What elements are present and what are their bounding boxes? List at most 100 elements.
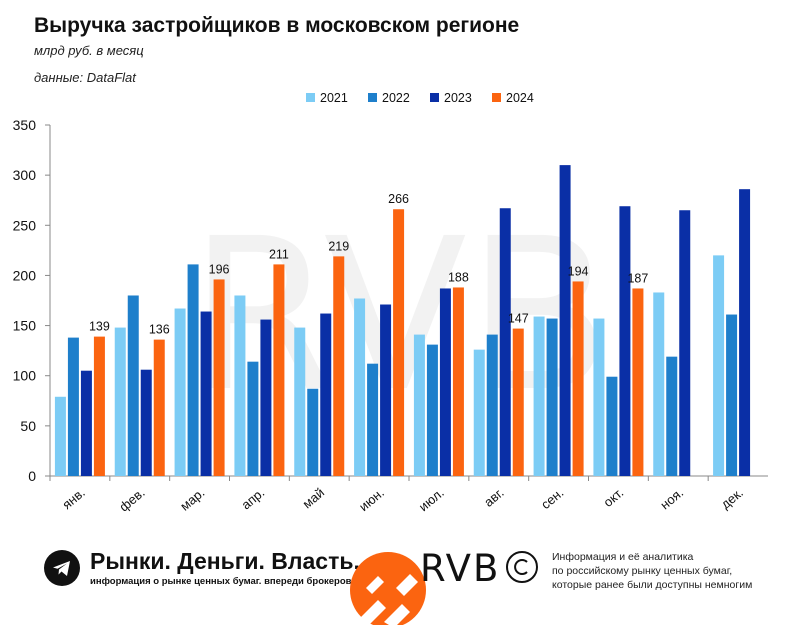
bar-2023	[320, 313, 332, 476]
bar-2024	[512, 328, 524, 476]
bar-2022	[606, 376, 618, 476]
legend-swatch	[306, 93, 315, 102]
x-tick-label: сен.	[538, 485, 566, 512]
footer-info-line: Информация и её аналитика	[552, 551, 694, 563]
bar-2023	[499, 208, 511, 476]
y-tick-label: 50	[20, 418, 36, 434]
y-tick-label: 150	[13, 318, 37, 334]
bar-2023	[559, 165, 571, 476]
legend-label: 2023	[444, 91, 472, 105]
bar-2023	[140, 369, 152, 476]
legend-swatch	[492, 93, 501, 102]
bar-2022	[67, 337, 79, 476]
data-label: 196	[209, 262, 230, 276]
brand-name: Рынки. Деньги. Власть.	[90, 548, 360, 574]
footer-info: Информация и её аналитика по российскому…	[552, 550, 792, 592]
bar-2021	[234, 295, 246, 476]
bar-2022	[546, 318, 558, 476]
bar-2021	[294, 327, 306, 476]
y-tick-label: 300	[13, 167, 37, 183]
bar-2023	[380, 304, 392, 476]
bar-2022	[726, 314, 738, 476]
bar-2021	[473, 349, 485, 476]
decorative-pattern	[350, 552, 426, 625]
x-tick-label: фев.	[116, 485, 147, 515]
x-tick-label: авг.	[481, 485, 507, 510]
bar-2024	[632, 288, 644, 476]
bar-2024	[153, 339, 165, 476]
bar-2021	[713, 255, 725, 476]
x-tick-label: июл.	[416, 485, 447, 514]
legend-label: 2024	[506, 91, 534, 105]
bar-2023	[619, 206, 631, 476]
bar-2024	[213, 279, 225, 476]
data-label: 266	[388, 192, 409, 206]
bar-2021	[413, 334, 425, 476]
x-tick-label: май	[300, 485, 328, 512]
data-label: 188	[448, 270, 469, 284]
data-label: 136	[149, 323, 170, 337]
bar-2023	[439, 288, 451, 476]
x-tick-label: ноя.	[657, 485, 686, 513]
data-label: 139	[89, 320, 110, 334]
bar-2022	[187, 264, 199, 476]
bar-2024	[572, 281, 584, 476]
legend-swatch	[430, 93, 439, 102]
bar-2022	[426, 344, 438, 476]
telegram-icon[interactable]	[44, 550, 80, 586]
footer-info-line: по российскому рынку ценных бумаг,	[552, 565, 733, 577]
y-tick-label: 100	[13, 368, 37, 384]
bar-2022	[247, 361, 259, 476]
bar-2022	[307, 388, 319, 476]
bar-2021	[354, 298, 366, 476]
data-labels: 139 136 196 211 219 266 188 147 194 187	[89, 192, 648, 336]
chart-title: Выручка застройщиков в московском регион…	[34, 14, 520, 37]
bar-2024	[333, 256, 345, 476]
bar-2023	[679, 210, 691, 476]
bar-2022	[127, 295, 139, 476]
y-tick-label: 350	[13, 117, 37, 133]
bar-2022	[367, 363, 379, 476]
bar-2023	[200, 311, 212, 476]
brand-tagline: информация о рынке ценных бумаг. впереди…	[90, 576, 399, 587]
data-label: 194	[568, 264, 589, 278]
y-tick-label: 250	[13, 217, 37, 233]
data-label: 219	[328, 239, 349, 253]
bar-2023	[260, 319, 272, 476]
bar-2024	[93, 336, 105, 476]
bar-2021	[593, 318, 605, 476]
x-tick-label: янв.	[59, 485, 88, 512]
copyright-icon	[506, 551, 538, 583]
bar-2024	[452, 287, 464, 476]
rvb-logo: RVB	[420, 547, 501, 590]
bar-2022	[486, 334, 498, 476]
data-source: данные: DataFlat	[34, 70, 136, 85]
bar-2024	[393, 209, 405, 476]
bar-2023	[739, 189, 751, 476]
bar-2021	[653, 292, 665, 476]
bars	[54, 165, 751, 476]
x-tick-label: мар.	[177, 485, 207, 514]
legend-label: 2021	[320, 91, 348, 105]
bar-2021	[114, 327, 126, 476]
y-tick-label: 0	[28, 468, 36, 484]
y-tick-label: 200	[13, 267, 37, 283]
x-tick-label: окт.	[600, 485, 626, 510]
bar-2021	[533, 316, 545, 476]
legend: 2021 2022 2023 2024	[306, 91, 534, 105]
bar-2024	[273, 264, 285, 476]
x-tick-label: дек.	[718, 485, 746, 512]
bar-2021	[54, 396, 66, 476]
x-tick-label: июн.	[356, 485, 387, 514]
chart-subtitle: млрд руб. в месяц	[34, 43, 144, 58]
bar-2023	[80, 370, 92, 476]
data-label: 147	[508, 312, 529, 326]
legend-swatch	[368, 93, 377, 102]
footer-info-line: которые ранее были доступны немногим	[552, 579, 753, 591]
data-label: 187	[627, 271, 648, 285]
bar-2022	[666, 356, 678, 476]
bar-2021	[174, 308, 186, 476]
legend-label: 2022	[382, 91, 410, 105]
data-label: 211	[269, 247, 289, 261]
